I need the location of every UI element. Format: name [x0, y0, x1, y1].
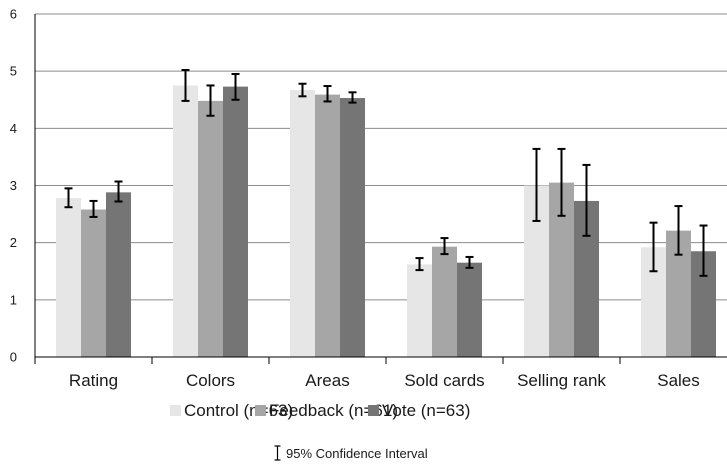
bar — [407, 264, 432, 357]
error-bars — [64, 69, 708, 277]
bar — [457, 262, 482, 357]
bar — [315, 94, 340, 357]
y-tick-label: 0 — [10, 350, 17, 365]
y-tick-label: 5 — [10, 64, 17, 79]
y-tick-label: 1 — [10, 292, 17, 307]
y-tick-label: 2 — [10, 235, 17, 250]
confidence-interval-legend: 95% Confidence Interval — [274, 445, 428, 461]
bars — [56, 85, 716, 357]
bar — [173, 85, 198, 357]
legend-swatch — [170, 405, 181, 416]
bar — [198, 100, 223, 357]
x-axis — [34, 14, 727, 364]
bar — [223, 86, 248, 357]
y-axis-ticks: 0 1 2 3 4 5 6 — [10, 7, 17, 365]
bar — [106, 192, 131, 357]
x-tick-label: Sales — [657, 371, 700, 390]
y-tick-label: 4 — [10, 121, 17, 136]
bar — [290, 90, 315, 357]
x-axis-labels: Rating Colors Areas Sold cards Selling rank S… — [69, 371, 700, 390]
ci-legend-label: 95% Confidence Interval — [286, 446, 428, 461]
bar — [56, 198, 81, 357]
x-tick-label: Areas — [305, 371, 349, 390]
y-tick-label: 6 — [10, 7, 17, 22]
legend-swatch — [368, 405, 379, 416]
x-tick-label: Colors — [186, 371, 235, 390]
bar — [432, 246, 457, 357]
y-tick-label: 3 — [10, 178, 17, 193]
gridlines — [35, 13, 727, 301]
x-tick-label: Sold cards — [404, 371, 484, 390]
legend-label: Vote (n=63) — [382, 401, 470, 420]
bar — [81, 209, 106, 357]
bar — [340, 98, 365, 357]
legend: Control (n=63)Feedback (n=61)Vote (n=63) — [170, 401, 470, 420]
x-tick-label: Rating — [69, 371, 118, 390]
legend-label: Feedback (n=61) — [269, 401, 398, 420]
x-tick-label: Selling rank — [517, 371, 606, 390]
legend-swatch — [255, 405, 266, 416]
